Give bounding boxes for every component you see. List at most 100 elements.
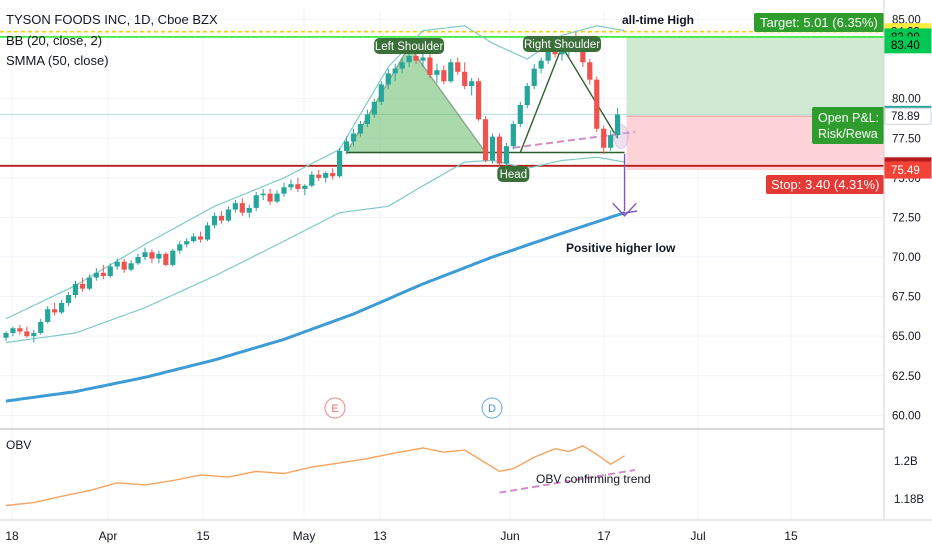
candle-body: [323, 173, 329, 178]
obv-tick-label: 1.18B: [894, 494, 924, 506]
candle-body: [531, 68, 537, 86]
candle-body: [45, 309, 51, 322]
time-tick-label: May: [293, 529, 316, 543]
candle-body: [441, 70, 447, 82]
annotations: Left Shoulder Right Shoulder Head all-time …: [324, 13, 884, 486]
time-tick-label: 15: [196, 529, 210, 543]
candle-body: [100, 272, 106, 276]
stop-box: [766, 175, 884, 194]
price-tick-label: 62.50: [892, 371, 921, 383]
right-shoulder-label-bg: [523, 36, 601, 52]
head-label: Head: [500, 169, 528, 181]
candle-body: [587, 62, 593, 80]
candle-body: [107, 266, 113, 276]
candle-body: [170, 250, 176, 265]
candle-body: [191, 236, 197, 242]
right-shoulder-label: Right Shoulder: [524, 39, 600, 51]
candle-body: [274, 193, 280, 202]
candle-body: [142, 252, 148, 257]
price-tick-label: 65.00: [892, 331, 921, 343]
price-tick-label: 72.50: [892, 212, 921, 224]
left-shoulder-label: Left Shoulder: [375, 41, 444, 53]
stop-label: Stop: 3.40 (4.31%): [771, 177, 879, 192]
time-tick-label: 18: [5, 529, 19, 543]
chart-title: TYSON FOODS INC, 1D, Cboe BZX: [6, 12, 218, 27]
time-tick-label: Apr: [99, 529, 118, 543]
candle-body: [128, 263, 134, 270]
indicator-bb-label: BB (20, close, 2): [6, 33, 102, 48]
candle-body: [538, 60, 544, 69]
candle-body: [239, 203, 245, 213]
candle-body: [3, 333, 9, 338]
candle-body: [72, 283, 79, 295]
candle-body: [10, 328, 16, 333]
candle-body: [399, 62, 405, 69]
candle-body: [163, 253, 169, 265]
higher-low-arrow-head: [612, 202, 637, 217]
candle-body: [503, 146, 509, 164]
price-tag-bg: [884, 161, 932, 179]
candle-body: [469, 81, 475, 86]
candle-body: [59, 302, 65, 313]
candle-body: [434, 70, 440, 75]
candle-body: [608, 135, 614, 148]
event-e-marker: [324, 397, 346, 419]
price-tick-label: 67.50: [892, 292, 921, 304]
price-tag-label: 83.40: [891, 40, 920, 52]
candle-body: [337, 150, 343, 177]
time-tick-label: Jun: [500, 529, 519, 543]
higher-low-label: Positive higher low: [566, 241, 676, 255]
pnl-box: [812, 107, 884, 144]
candle-body: [378, 84, 384, 102]
candle-body: [198, 236, 204, 240]
price-tick-label: 80.00: [892, 94, 921, 106]
obv-pane: OBV: [0, 428, 932, 507]
candle-body: [545, 49, 551, 61]
candle-body: [253, 195, 259, 208]
obv-trend-label: OBV confirming trend: [536, 472, 651, 486]
candle-body: [24, 331, 30, 337]
candle-body: [524, 86, 530, 105]
price-tick-label: 70.00: [892, 252, 921, 264]
candle-body: [448, 62, 454, 82]
candle-body: [232, 203, 238, 210]
pnl-label: Open P&L:: [818, 111, 879, 125]
bb-upper-line: [5, 25, 625, 320]
candle-body: [330, 173, 336, 177]
candle-body: [413, 55, 419, 61]
candle-body: [211, 215, 218, 226]
candle-body: [559, 51, 565, 55]
target-label: Target: 5.01 (6.35%): [760, 15, 878, 30]
price-tag-bg: [884, 36, 932, 54]
candle-body: [316, 174, 322, 178]
candle-body: [246, 207, 252, 213]
candle-body: [65, 295, 72, 303]
candle-body: [601, 128, 607, 148]
candle-body: [135, 257, 141, 264]
candle-body: [93, 272, 99, 278]
candle-body: [364, 114, 370, 124]
candle-body: [149, 252, 155, 259]
candle-body: [496, 136, 503, 164]
smma-line: [5, 211, 626, 403]
candle-body: [184, 241, 190, 245]
candle-body: [52, 309, 58, 313]
candle-body: [38, 321, 44, 333]
candle-body: [476, 81, 482, 120]
target-zone: [626, 36, 884, 117]
candle-body: [267, 193, 273, 202]
candle-body: [406, 55, 412, 63]
candle-body: [420, 57, 426, 61]
candle-body: [156, 253, 162, 259]
obv-line: [5, 445, 625, 507]
candle-body: [392, 68, 398, 74]
price-tick-label: 60.00: [892, 410, 921, 422]
candle-body: [517, 105, 523, 124]
candle-body: [177, 244, 183, 251]
higher-low-arrow-tail: [620, 210, 638, 215]
head-label-bg: [497, 166, 530, 182]
candle-body: [510, 124, 516, 147]
